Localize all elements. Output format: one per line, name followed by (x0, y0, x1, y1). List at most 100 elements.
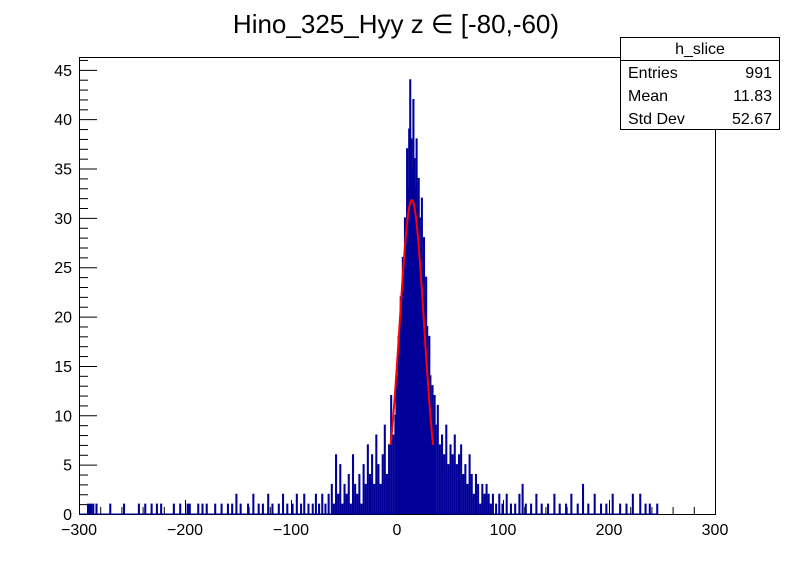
histogram-bin (337, 494, 339, 514)
histogram-bin (386, 474, 388, 514)
histogram-bin (495, 504, 497, 514)
histogram-bin (348, 474, 350, 514)
histogram-bin (356, 494, 358, 514)
histogram-bin (498, 494, 500, 514)
histogram-bin (109, 504, 111, 514)
histogram-bin (645, 504, 647, 514)
y-tick-label: 40 (54, 112, 72, 129)
histogram-bin (328, 494, 330, 514)
y-tick-label: 35 (54, 162, 72, 179)
histogram-bin (344, 484, 346, 514)
histogram-bin (408, 129, 410, 515)
histogram-bin (90, 504, 92, 514)
y-axis: 0 5 10 15 20 25 30 35 40 45 (54, 59, 97, 524)
histogram-bin (565, 504, 567, 514)
histogram-bin (409, 79, 411, 514)
histogram-bin (292, 504, 294, 514)
histogram-bin (307, 504, 310, 514)
x-tick-label: −200 (167, 522, 203, 539)
histogram-bin (88, 504, 90, 514)
histogram-bin (388, 444, 390, 514)
histogram-bin (473, 494, 475, 514)
histogram-bin (151, 504, 153, 514)
histogram-bin (227, 504, 229, 514)
y-tick-label: 0 (63, 507, 72, 524)
histogram-bin (492, 494, 494, 514)
histogram-bin (384, 425, 386, 514)
histogram-bin (341, 504, 343, 514)
histogram-bin (625, 504, 628, 514)
histogram-bin (262, 504, 264, 514)
histogram-bin (267, 494, 269, 514)
stats-mean-value: 11.83 (733, 88, 772, 105)
histogram-bin (156, 504, 158, 514)
histogram-bin (360, 504, 363, 514)
histogram-bin (422, 267, 424, 514)
histogram-bin (450, 444, 452, 514)
y-tick-label: 25 (54, 260, 72, 277)
histogram-bin (594, 494, 596, 514)
gaussian-fit-curve (389, 198, 435, 445)
histogram-bin (454, 435, 456, 514)
histogram-bin (240, 504, 242, 514)
histogram-bin (160, 504, 162, 514)
histogram-bin (577, 504, 579, 514)
histogram-bin (123, 504, 125, 514)
y-tick-label: 10 (54, 408, 72, 425)
stats-entries-value: 991 (745, 65, 772, 82)
histogram-bin (639, 494, 641, 514)
histogram-bin (95, 504, 98, 514)
histogram-bin (479, 504, 481, 514)
histogram-bin (437, 405, 439, 514)
histogram-bin (87, 504, 89, 514)
histogram-bin (462, 474, 464, 514)
histogram-bin (460, 444, 462, 514)
histogram-bin (333, 504, 335, 514)
histogram-bin (282, 494, 284, 514)
histogram-bin (201, 504, 204, 514)
histogram-bin (475, 474, 477, 514)
histogram-bin (380, 484, 382, 514)
histogram-bin (418, 178, 420, 514)
histogram-bin (582, 484, 584, 514)
histogram-bin (535, 494, 537, 514)
histogram-bin (278, 504, 280, 514)
histogram-bin (420, 247, 422, 514)
histogram-bin (426, 326, 428, 514)
stats-mean-label: Mean (628, 88, 668, 105)
histogram-bin (369, 474, 371, 514)
x-tick-label: 100 (490, 522, 517, 539)
histogram-bin (605, 504, 607, 514)
histogram-bin (443, 454, 445, 514)
histogram-bin (258, 504, 260, 514)
x-tick-label: 300 (702, 522, 729, 539)
histogram-bin (365, 484, 367, 514)
histogram-bin (401, 316, 403, 514)
histogram-bin (464, 464, 466, 514)
histogram-bin (405, 237, 407, 514)
histogram-bin (471, 474, 473, 514)
histogram-bin (612, 494, 614, 514)
histogram-bin (367, 444, 369, 514)
histogram-bin (416, 138, 418, 515)
histogram-bin (656, 504, 658, 514)
histogram-bin (431, 385, 434, 514)
histogram-bin (427, 356, 429, 514)
histogram-bin (231, 504, 233, 514)
histogram-bin (425, 277, 427, 514)
stats-entries-label: Entries (628, 65, 678, 82)
histogram-bin (377, 464, 379, 514)
histogram-bin (486, 484, 488, 514)
histogram-bin (433, 415, 435, 514)
histogram-bin (371, 454, 373, 514)
histogram-bin (522, 484, 524, 514)
stats-box-name: h_slice (675, 41, 725, 58)
histogram-bin (424, 296, 426, 514)
histogram-bin (235, 494, 237, 514)
histogram-bin (271, 504, 273, 514)
histogram-bin (179, 504, 181, 514)
histogram-bin (649, 504, 651, 514)
histogram-bin (189, 504, 191, 514)
histogram-bin (346, 494, 348, 514)
